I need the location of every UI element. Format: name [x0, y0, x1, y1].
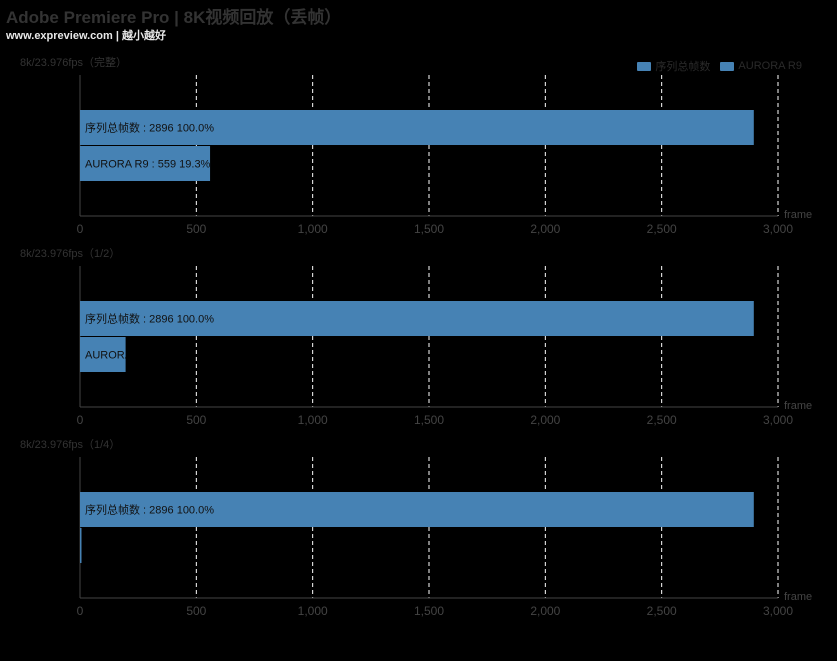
- panel-3-bar-label-2: AURORA R9 : 3 0.1%: [85, 541, 192, 553]
- legend-swatch-total-frames: [637, 61, 652, 71]
- legend-item-aurora-r9[interactable]: AURORA R9: [720, 58, 802, 74]
- legend-label-total-frames: 序列总帧数: [655, 61, 711, 73]
- panel-1-x-axis-label: frame: [784, 209, 812, 221]
- panel-3-title: 8k/23.976fps（1/4）: [20, 438, 120, 451]
- panel-2-tick-label-3: 1,500: [414, 413, 444, 427]
- panel-2-tick-label-1: 500: [186, 413, 206, 427]
- panel-1-bar-2: [80, 146, 211, 181]
- panel-2-bar-1: [80, 301, 754, 336]
- panel-2-tick-label-6: 3,000: [763, 413, 793, 427]
- panel-2-tick-label-5: 2,500: [647, 413, 677, 427]
- panel-3-bar-2: [80, 528, 82, 563]
- panel-3-tick-label-6: 3,000: [763, 604, 793, 618]
- panel-3-tick-label-1: 500: [186, 604, 206, 618]
- panel-3-tick-label-2: 1,000: [298, 604, 328, 618]
- panel-2-title: 8k/23.976fps（1/2）: [20, 247, 120, 260]
- panel-2-tick-label-2: 1,000: [298, 413, 328, 427]
- panel-3-bar-1: [80, 492, 754, 527]
- legend-label-aurora-r9: AURORA R9: [738, 60, 802, 72]
- panel-3-x-axis-label: frame: [784, 591, 812, 603]
- panel-2-tick-label-4: 2,000: [530, 413, 560, 427]
- panel-1-title: 8k/23.976fps（完整）: [20, 55, 127, 69]
- panel-1-tick-label-3: 1,500: [414, 222, 444, 236]
- panel-2-bar-2: [80, 337, 126, 372]
- panel-2-bar-label-1: 序列总帧数 : 2896 100.0%: [85, 312, 214, 326]
- panel-2-x-axis-label: frame: [784, 400, 812, 412]
- panel-1-tick-label-2: 1,000: [298, 222, 328, 236]
- panel-3-tick-label-3: 1,500: [414, 604, 444, 618]
- panel-1-tick-label-1: 500: [186, 222, 206, 236]
- legend-swatch-aurora-r9: [720, 61, 735, 71]
- panel-2-bar-label-2: AURORA R9 : 196 6.8%: [85, 350, 204, 362]
- legend[interactable]: 序列总帧数 AURORA R9: [637, 58, 802, 74]
- chart-title: Adobe Premiere Pro | 8K视频回放（丢帧）: [6, 8, 342, 27]
- legend-item-total-frames[interactable]: 序列总帧数: [637, 58, 710, 74]
- panel-1-bar-label-1: 序列总帧数 : 2896 100.0%: [85, 121, 214, 135]
- panel-3-tick-label-5: 2,500: [647, 604, 677, 618]
- panel-1-tick-label-5: 2,500: [647, 222, 677, 236]
- panel-1-bar-1: [80, 110, 754, 145]
- panel-1-tick-label-6: 3,000: [763, 222, 793, 236]
- panel-1-bar-label-2: AURORA R9 : 559 19.3%: [85, 159, 211, 171]
- panel-1-tick-label-4: 2,000: [530, 222, 560, 236]
- panel-2-tick-label-0: 0: [77, 413, 84, 427]
- panel-3-bar-label-1: 序列总帧数 : 2896 100.0%: [85, 503, 214, 517]
- panel-3-tick-label-0: 0: [77, 604, 84, 618]
- panel-3-tick-label-4: 2,000: [530, 604, 560, 618]
- chart-subtitle: www.expreview.com | 越小越好: [6, 30, 166, 42]
- panel-1-tick-label-0: 0: [77, 222, 84, 236]
